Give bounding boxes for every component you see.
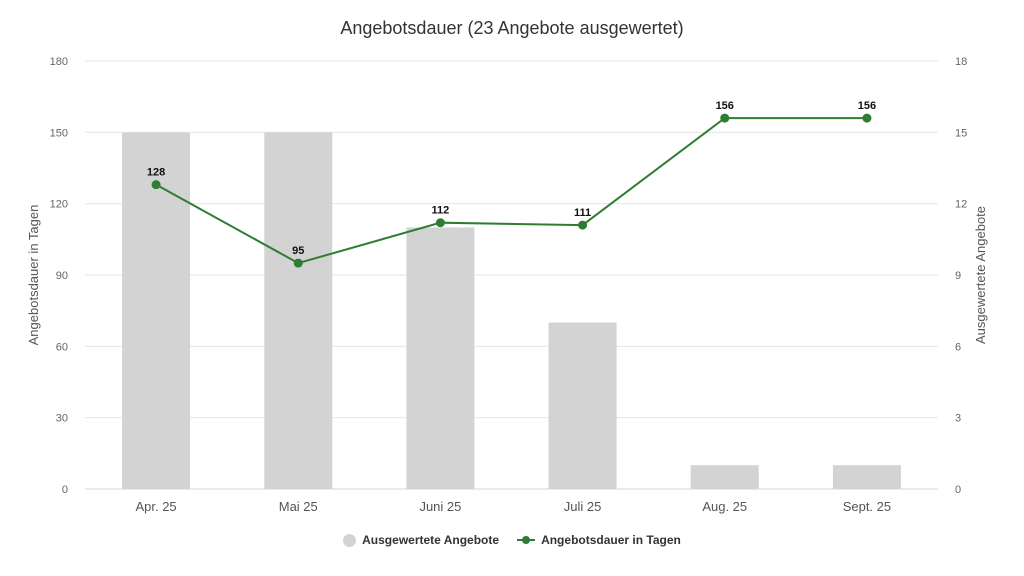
x-tick-label: Apr. 25 bbox=[135, 499, 176, 514]
legend-item-line[interactable]: Angebotsdauer in Tagen bbox=[517, 533, 681, 547]
y-axis-label-right: Ausgewertete Angebote bbox=[973, 206, 988, 344]
y-tick-right: 0 bbox=[955, 484, 961, 496]
line-point[interactable] bbox=[293, 258, 303, 268]
legend: Ausgewertete Angebote Angebotsdauer in T… bbox=[0, 533, 1024, 547]
data-label: 128 bbox=[147, 167, 165, 179]
y-tick-left: 90 bbox=[56, 270, 68, 282]
line-point[interactable] bbox=[578, 220, 588, 230]
y-tick-right: 6 bbox=[955, 341, 961, 353]
y-tick-right: 15 bbox=[955, 127, 967, 139]
data-label: 112 bbox=[432, 205, 450, 217]
data-label: 111 bbox=[574, 207, 591, 219]
y-tick-left: 150 bbox=[50, 127, 68, 139]
line-point[interactable] bbox=[720, 113, 730, 123]
y-tick-left: 120 bbox=[50, 199, 68, 211]
data-label: 156 bbox=[716, 100, 734, 112]
y-tick-left: 0 bbox=[62, 484, 68, 496]
x-tick-label: Mai 25 bbox=[279, 499, 318, 514]
legend-label-bars: Ausgewertete Angebote bbox=[362, 533, 500, 547]
x-tick-label: Sept. 25 bbox=[843, 499, 891, 514]
y-tick-left: 60 bbox=[56, 341, 68, 353]
data-label: 156 bbox=[858, 100, 876, 112]
y-tick-left: 30 bbox=[56, 413, 68, 425]
bar[interactable] bbox=[122, 132, 191, 490]
legend-item-bars[interactable]: Ausgewertete Angebote bbox=[343, 533, 499, 547]
x-tick-label: Juli 25 bbox=[564, 499, 602, 514]
y-tick-right: 9 bbox=[955, 270, 961, 282]
bar[interactable] bbox=[832, 465, 901, 489]
x-tick-label: Juni 25 bbox=[419, 499, 461, 514]
line-point[interactable] bbox=[435, 218, 445, 228]
line-series bbox=[155, 117, 867, 265]
y-tick-right: 12 bbox=[955, 199, 967, 211]
legend-line-marker-icon bbox=[517, 535, 536, 545]
chart-title: Angebotsdauer (23 Angebote ausgewertet) bbox=[340, 18, 684, 38]
line-point[interactable] bbox=[151, 180, 161, 190]
y-tick-left: 180 bbox=[50, 56, 68, 68]
bar[interactable] bbox=[690, 465, 759, 489]
x-tick-label: Aug. 25 bbox=[702, 499, 747, 514]
legend-label-line: Angebotsdauer in Tagen bbox=[541, 533, 681, 547]
data-label: 95 bbox=[292, 245, 304, 257]
bar[interactable] bbox=[548, 322, 617, 489]
legend-circle-icon bbox=[343, 533, 357, 547]
y-tick-right: 18 bbox=[955, 56, 967, 68]
y-tick-right: 3 bbox=[955, 413, 961, 425]
line-point[interactable] bbox=[862, 113, 872, 123]
y-axis-label-left: Angebotsdauer in Tagen bbox=[26, 205, 41, 346]
bar[interactable] bbox=[406, 227, 475, 489]
bar[interactable] bbox=[264, 132, 333, 490]
